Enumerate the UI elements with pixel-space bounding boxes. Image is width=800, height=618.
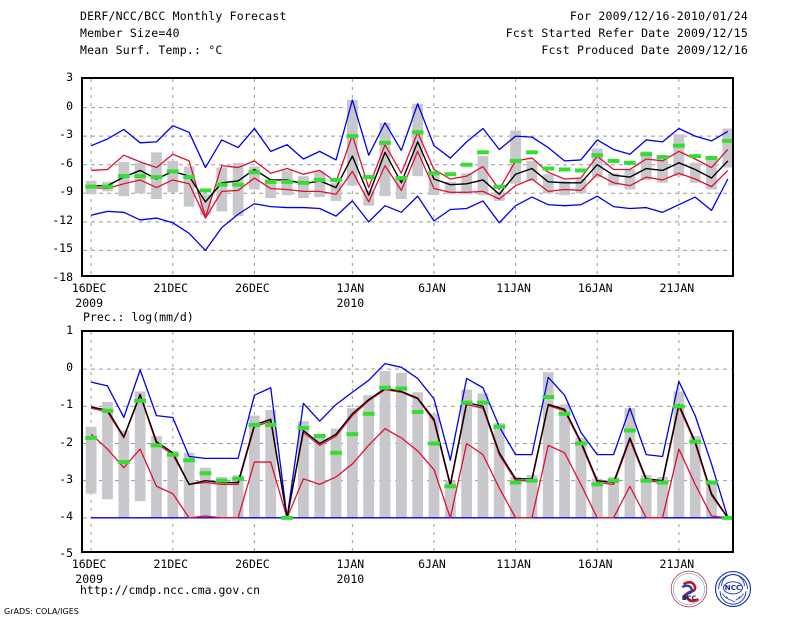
y-tick-label: -1 [59,397,73,412]
y-tick-label: -4 [59,508,73,523]
logo-group: BCC NCC [670,570,752,608]
grads-credit: GrADS: COLA/IGES [4,607,79,616]
y-tick-label: -12 [52,212,73,227]
y-tick-label: -15 [52,241,73,256]
x-tick-label: 1JAN [336,557,365,571]
x-tick-label: 11JAN [496,281,531,295]
forecast-produced-label: Fcst Produced Date 2009/12/16 [541,43,748,57]
x-tick-label: 21DEC [153,557,189,571]
y-tick-label: 1 [66,323,73,337]
y-tick-label: -18 [52,270,73,284]
temperature-plot-area[interactable] [81,77,734,277]
svg-text:NCC: NCC [725,583,742,592]
forecast-started-label: Fcst Started Refer Date 2009/12/15 [505,26,748,40]
x-tick-label: 16JAN [577,281,613,295]
y-tick-label: -3 [59,127,73,142]
x-tick-label: 16DEC [71,557,107,571]
x-tick-label: 11JAN [496,557,531,571]
x-tick-label: 26DEC [235,557,270,571]
temperature-plot-svg [83,79,732,275]
member-size-label: Member Size=40 [80,26,180,40]
ncc-logo: NCC [714,570,752,608]
y-tick-label: -3 [59,471,73,486]
y-tick-label: -9 [59,184,73,199]
precipitation-plot-area[interactable] [81,330,734,553]
x-tick-label: 6JAN [418,281,446,295]
x-tick-label: 6JAN [418,557,446,571]
y-tick-label: -5 [59,546,73,560]
x-tick-label: 16DEC [71,281,107,295]
y-tick-label: 0 [66,98,73,113]
y-tick-label: 3 [66,70,73,84]
x-year-label: 2010 [336,296,365,310]
precipitation-axis-label: Prec.: log(mm/d) [83,310,194,324]
x-tick-label: 16JAN [577,557,613,571]
x-tick-label: 21JAN [659,557,695,571]
x-tick-label: 21JAN [659,281,695,295]
x-year-label: 2010 [336,572,365,586]
forecast-range-label: For 2009/12/16-2010/01/24 [569,9,748,23]
x-tick-label: 21DEC [153,281,189,295]
y-tick-label: -6 [59,155,73,170]
y-tick-label: 0 [66,360,73,375]
forecast-title: DERF/NCC/BCC Monthly Forecast [80,9,287,23]
x-tick-label: 26DEC [235,281,270,295]
top-variable-label: Mean Surf. Temp.: °C [80,43,223,57]
precipitation-plot-svg [83,332,732,551]
x-year-label: 2009 [75,296,104,310]
x-year-label: 2009 [75,572,104,586]
svg-text:BCC: BCC [682,594,697,602]
y-tick-label: -2 [59,434,73,449]
bcc-logo: BCC [670,570,708,608]
x-tick-label: 1JAN [336,281,365,295]
website-url[interactable]: http://cmdp.ncc.cma.gov.cn [80,583,261,597]
